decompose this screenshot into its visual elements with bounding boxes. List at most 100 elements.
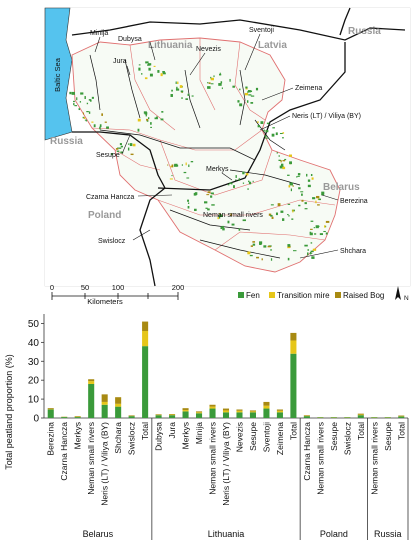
peat-patch — [188, 164, 190, 168]
peat-patch — [245, 87, 248, 90]
baltic-sea — [44, 7, 73, 141]
peatland-map: Baltic Sea Lithuania Latvia Russia Russi… — [44, 7, 411, 305]
peat-patch — [310, 228, 313, 230]
peat-patch — [292, 209, 294, 213]
bar-segment-fen — [209, 408, 216, 418]
peat-patch — [293, 250, 297, 252]
legend-label-fen: Fen — [246, 291, 260, 300]
bar-segment-fen — [47, 409, 54, 418]
peat-patch — [119, 143, 122, 146]
river-label-sesupe: Sesupe — [96, 152, 120, 159]
peat-patch — [148, 67, 151, 71]
peat-patch — [187, 202, 190, 204]
peat-patch — [309, 251, 312, 255]
peat-patch — [187, 93, 190, 96]
label-leaders — [94, 33, 339, 259]
peat-patch — [270, 258, 273, 261]
peat-patch — [210, 77, 214, 81]
peat-patch — [190, 161, 194, 163]
peat-patch — [315, 225, 319, 229]
peat-patch — [171, 175, 173, 177]
x-tick-label: Neman small rivers — [86, 422, 96, 495]
peat-patch — [217, 217, 219, 220]
peat-patch — [175, 81, 177, 84]
bar-segment-transition-mire — [276, 410, 283, 413]
peat-patch — [288, 214, 290, 217]
peat-patch — [249, 254, 253, 257]
peat-patch — [256, 256, 259, 259]
peat-patch — [252, 241, 256, 243]
group-label: Poland — [320, 529, 348, 539]
peat-patch — [110, 153, 113, 156]
legend-swatch-transition — [269, 292, 275, 298]
x-tick-label: Minija — [194, 422, 204, 444]
peat-patch — [176, 164, 179, 167]
scale-tick-50: 50 — [81, 283, 89, 292]
y-tick-label: 0 — [33, 414, 39, 425]
peat-patch — [244, 92, 249, 96]
peat-patch — [319, 233, 323, 236]
peat-patch — [252, 180, 254, 183]
peat-patch — [171, 164, 174, 168]
peat-patch — [301, 199, 304, 202]
peat-patch — [287, 245, 291, 248]
x-tick-label: Total — [396, 422, 406, 440]
peat-patch — [311, 252, 313, 254]
peat-patch — [137, 118, 141, 122]
peat-patch — [84, 119, 87, 121]
peat-patch — [263, 245, 267, 248]
bar-segment-fen — [249, 412, 256, 418]
peat-patch — [206, 194, 210, 196]
peat-patch — [257, 125, 261, 128]
bar-segment-transition-mire — [88, 381, 95, 384]
x-tick-label: Shchara — [113, 422, 123, 454]
bar-segment-raised-bog — [74, 416, 81, 417]
legend-label-transition: Transition mire — [277, 291, 330, 300]
peat-patch — [208, 82, 211, 84]
peat-patch — [325, 220, 330, 223]
peat-patch — [146, 120, 149, 122]
peat-patch — [275, 132, 278, 136]
peat-patch — [250, 95, 255, 97]
peat-patch — [247, 188, 250, 190]
peat-patch — [260, 121, 264, 124]
peat-patch — [145, 61, 149, 64]
peat-patch — [210, 192, 214, 195]
peat-patch — [311, 256, 315, 259]
peat-patch — [162, 72, 166, 75]
peat-patch — [149, 73, 153, 77]
peat-patch — [91, 96, 94, 99]
peat-patch — [239, 88, 241, 91]
peat-patch — [238, 177, 240, 181]
peat-patch — [205, 207, 208, 209]
bar-segment-fen — [371, 417, 378, 418]
peat-patch — [194, 192, 198, 195]
peat-patch — [304, 208, 308, 210]
peat-patch — [309, 231, 312, 234]
peat-patch — [270, 204, 274, 206]
peat-patch — [270, 249, 273, 251]
river-label-berezina: Berezina — [340, 198, 368, 205]
peat-patch — [106, 126, 109, 129]
peat-patch — [282, 137, 284, 139]
peat-patch — [261, 258, 263, 261]
bar-segment-fen — [142, 346, 149, 418]
legend-swatch-fen — [238, 292, 244, 298]
peat-patch — [218, 215, 221, 219]
bar-segment-raised-bog — [115, 397, 122, 404]
peat-patch — [248, 181, 252, 185]
peat-patch — [146, 118, 149, 121]
peat-patch — [292, 185, 294, 187]
country-label-poland: Poland — [88, 210, 121, 221]
legend-label-raised: Raised Bog — [343, 291, 384, 300]
peat-patch — [270, 214, 273, 217]
x-tick-label: Neman small rivers — [208, 422, 218, 495]
bar-segment-transition-mire — [209, 406, 216, 409]
bar-segment-transition-mire — [290, 340, 297, 354]
bar-segment-raised-bog — [88, 379, 95, 382]
peat-patch — [78, 108, 81, 111]
peat-patch — [301, 193, 303, 196]
peat-patch — [255, 87, 259, 91]
peat-patch — [264, 135, 267, 138]
peat-patch — [213, 75, 215, 78]
